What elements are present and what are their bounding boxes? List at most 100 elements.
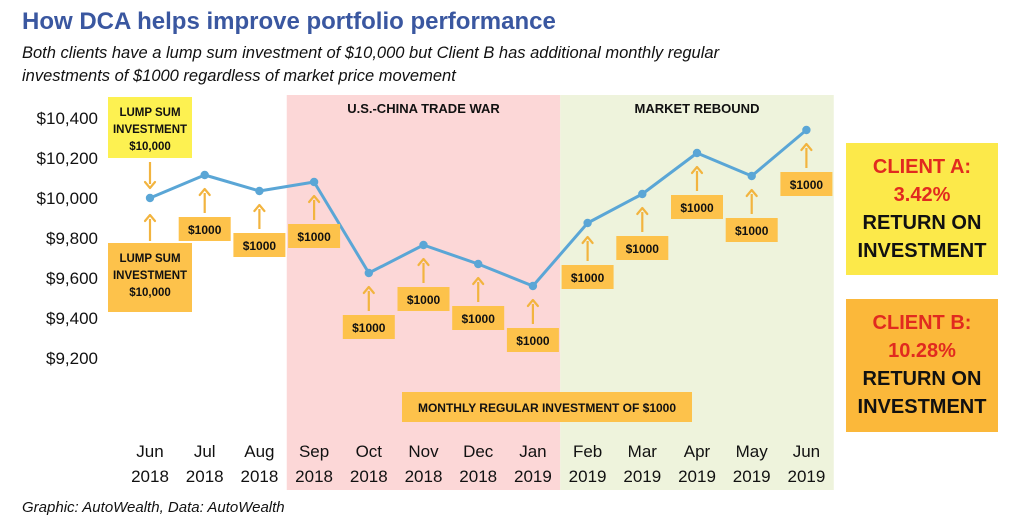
investment-label: $1000: [462, 312, 496, 326]
band-label-1: MARKET REBOUND: [635, 101, 760, 116]
investment-label: $1000: [516, 334, 550, 348]
investment-box: [342, 315, 395, 339]
investment-box: [780, 172, 833, 196]
investment-arrow-head: [690, 165, 704, 175]
lump-sum-top-arrow-head: [143, 180, 157, 190]
lump-sum-top-box: [108, 97, 192, 158]
data-point: [419, 240, 428, 250]
x-tick-year: 2019: [787, 467, 825, 486]
investment-arrow-head: [362, 285, 375, 295]
client-b-label-line2: INVESTMENT: [857, 396, 987, 418]
investment-label: $1000: [735, 224, 769, 238]
y-tick-label: $10,400: [37, 109, 98, 128]
client-b-return: 10.28%: [888, 340, 956, 362]
investment-label: $1000: [790, 178, 824, 192]
investment-box: [178, 217, 231, 241]
investment-arrow-head: [308, 194, 321, 204]
client-a-label-line1: RETURN ON: [862, 212, 982, 234]
lump-sum-bottom-arrow-head: [143, 213, 157, 223]
x-tick-month: Jun: [136, 442, 163, 461]
investment-label: $1000: [571, 271, 605, 285]
data-point: [200, 170, 209, 180]
y-tick-label: $10,200: [37, 149, 98, 168]
x-tick-year: 2019: [569, 467, 607, 486]
investment-arrow-head: [526, 298, 540, 308]
investment-label: $1000: [680, 201, 714, 215]
lump-sum-bottom-text: $10,000: [129, 287, 171, 299]
investment-label: $1000: [407, 293, 441, 307]
data-point: [145, 193, 155, 203]
client-b-box: CLIENT B: 10.28% RETURN ON INVESTMENT: [846, 299, 998, 432]
investment-arrow-head: [472, 276, 485, 286]
band-1: [560, 95, 834, 490]
chart-title: How DCA helps improve portfolio performa…: [22, 8, 556, 35]
x-tick-year: 2019: [733, 467, 771, 486]
investment-label: $1000: [297, 230, 331, 244]
x-tick-year: 2018: [240, 467, 278, 486]
x-tick-year: 2018: [295, 467, 333, 486]
investment-box: [506, 328, 559, 352]
data-point: [747, 171, 756, 181]
investment-arrow-head: [581, 235, 594, 245]
lump-sum-bottom-box: [108, 243, 192, 312]
x-tick-month: Nov: [408, 442, 439, 461]
x-tick-month: Jul: [194, 442, 216, 461]
data-point: [583, 218, 592, 228]
x-tick-year: 2018: [186, 467, 224, 486]
x-tick-year: 2019: [514, 467, 552, 486]
x-tick-year: 2019: [623, 467, 661, 486]
x-tick-year: 2018: [405, 467, 443, 486]
x-tick-month: Apr: [684, 442, 711, 461]
x-tick-month: Jun: [793, 442, 820, 461]
x-tick-month: Feb: [573, 442, 602, 461]
investment-arrow-head: [198, 187, 211, 197]
data-point: [802, 125, 811, 135]
data-point: [309, 177, 319, 187]
monthly-investment-text: MONTHLY REGULAR INVESTMENT OF $1000: [418, 401, 676, 415]
client-a-return: 3.42%: [893, 184, 951, 206]
source-credit: Graphic: AutoWealth, Data: AutoWealth: [22, 499, 285, 516]
investment-label: $1000: [626, 242, 660, 256]
client-a-label-line2: INVESTMENT: [857, 240, 987, 262]
y-tick-label: $10,000: [37, 189, 98, 208]
data-point: [255, 186, 264, 196]
x-tick-year: 2018: [131, 467, 169, 486]
investment-label: $1000: [352, 321, 386, 335]
x-tick-month: Sep: [299, 442, 329, 461]
y-tick-label: $9,800: [46, 229, 98, 248]
client-a-box: CLIENT A: 3.42% RETURN ON INVESTMENT: [846, 143, 998, 275]
y-tick-label: $9,200: [46, 349, 98, 368]
investment-arrow-head: [417, 257, 430, 267]
investment-box: [452, 306, 505, 330]
client-a-name: CLIENT A:: [872, 156, 972, 178]
x-tick-year: 2018: [350, 467, 388, 486]
x-tick-year: 2019: [678, 467, 716, 486]
x-tick-month: Oct: [356, 442, 383, 461]
investment-arrow-head: [636, 206, 649, 216]
investment-box: [561, 265, 614, 289]
investment-arrow-head: [253, 203, 266, 213]
lump-sum-top-text: LUMP SUM: [119, 107, 180, 119]
data-point: [692, 148, 702, 158]
investment-arrow-head: [800, 142, 813, 152]
lump-sum-top-text: $10,000: [129, 141, 171, 153]
y-tick-label: $9,600: [46, 269, 98, 288]
investment-label: $1000: [243, 239, 277, 253]
investment-box: [397, 287, 450, 311]
chart-subtitle: Both clients have a lump sum investment …: [22, 44, 720, 85]
investment-box: [233, 233, 286, 257]
x-tick-month: Aug: [244, 442, 274, 461]
investment-label: $1000: [188, 223, 222, 237]
investment-box: [671, 195, 723, 219]
data-point: [474, 259, 483, 269]
data-point: [364, 268, 373, 278]
investment-box: [288, 224, 341, 248]
lump-sum-bottom-text: LUMP SUM: [119, 253, 180, 265]
band-label-0: U.S.-CHINA TRADE WAR: [347, 101, 500, 116]
x-tick-month: Dec: [463, 442, 494, 461]
investment-box: [725, 218, 778, 242]
client-b-name: CLIENT B:: [872, 312, 972, 334]
client-b-label-line1: RETURN ON: [862, 368, 982, 390]
x-tick-month: Mar: [628, 442, 658, 461]
data-point: [638, 189, 647, 199]
